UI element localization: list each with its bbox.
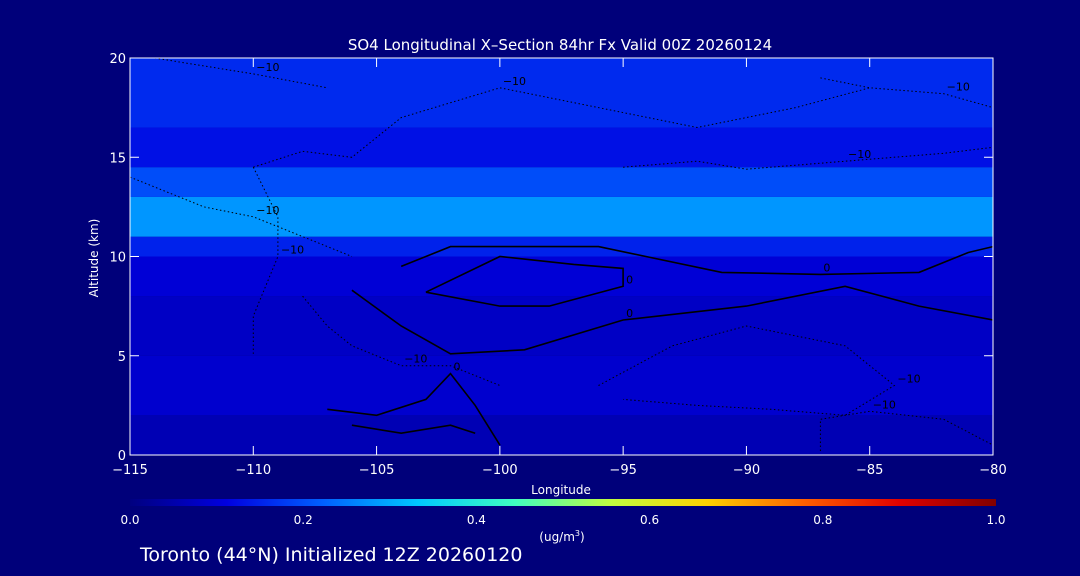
x-tick-label-2: −105 — [359, 463, 395, 478]
contour-dotted-6 — [253, 87, 870, 168]
contour-dotted-10 — [598, 325, 896, 416]
contour-label-2: 0 — [626, 307, 633, 320]
x-tick-label-4: −95 — [609, 463, 636, 478]
contour-dotted-11 — [819, 410, 993, 451]
colorbar-tick-label-3: 0.6 — [640, 513, 659, 527]
contour-dotted-13 — [820, 77, 993, 109]
contour-solid-3 — [327, 372, 501, 446]
colorbar-gradient — [130, 499, 996, 506]
chart-title: SO4 Longitudinal X–Section 84hr Fx Valid… — [348, 36, 772, 54]
contour-label-5: −10 — [256, 61, 279, 74]
colorbar-tick-label-5: 1.0 — [986, 513, 1005, 527]
contour-solid-4 — [351, 424, 476, 435]
contour-label-12: −10 — [848, 148, 871, 161]
colorbar-unit-sup: 3 — [575, 529, 580, 538]
x-axis-label: Longitude — [531, 483, 591, 497]
field-band-0 — [130, 415, 993, 455]
field-band-2 — [130, 296, 993, 356]
contour-label-1: 0 — [626, 273, 633, 286]
contour-dotted-5 — [154, 58, 328, 89]
contour-label-3: 0 — [454, 361, 461, 374]
colorbar-unit-main: (ug/m — [539, 530, 575, 544]
x-tick-label-6: −85 — [856, 463, 883, 478]
contour-solid-1 — [425, 255, 624, 307]
contour-solid-2 — [351, 285, 993, 355]
y-axis: 0 5 10 15 20 — [109, 52, 993, 464]
colorbar-tick-label-1: 0.2 — [294, 513, 313, 527]
x-tick-label-1: −110 — [235, 463, 271, 478]
contour-label-11: −10 — [873, 398, 896, 411]
colorbar-unit-label: (ug/m3) — [539, 529, 584, 544]
x-tick-label-7: −80 — [979, 463, 1006, 478]
contour-label-7: −10 — [256, 204, 279, 217]
contour-dotted-7 — [130, 176, 353, 257]
y-tick-label-1: 5 — [118, 350, 126, 365]
field-band-8 — [130, 58, 993, 128]
chart-subtitle: Toronto (44°N) Initialized 12Z 20260120 — [139, 544, 523, 566]
contour-label-6: −10 — [503, 75, 526, 88]
x-tick-label-5: −90 — [733, 463, 760, 478]
y-tick-label-4: 20 — [109, 52, 126, 67]
contour-label-9: −10 — [404, 353, 427, 366]
y-tick-label-2: 10 — [109, 251, 126, 266]
contour-label-13: −10 — [947, 81, 970, 94]
y-tick-label-3: 15 — [109, 151, 126, 166]
colorbar-tick-label-2: 0.4 — [467, 513, 486, 527]
y-axis-label: Altitude (km) — [87, 219, 101, 298]
contour-dotted-8 — [252, 166, 279, 354]
x-axis: −115 −110 −105 −100 −95 −90 −85 −80 — [112, 58, 1007, 478]
field-band-7 — [130, 127, 993, 168]
contour-label-10: −10 — [897, 373, 920, 386]
field-band-6 — [130, 167, 993, 197]
contour-label-0: 0 — [823, 261, 830, 274]
field-band-5 — [130, 196, 993, 237]
y-tick-label-0: 0 — [118, 449, 126, 464]
colorbar: 0.0 0.2 0.4 0.6 0.8 1.0 (ug/m3) — [120, 499, 1006, 544]
field-band-1 — [130, 355, 993, 416]
x-tick-label-3: −100 — [482, 463, 518, 478]
colorbar-tick-label-4: 0.8 — [813, 513, 832, 527]
contour-dotted-9 — [302, 295, 501, 386]
colorbar-unit-end: ) — [580, 530, 585, 544]
contour-label-8: −10 — [281, 244, 304, 257]
colorbar-tick-label-0: 0.0 — [120, 513, 139, 527]
contour-solid-0 — [400, 245, 993, 276]
x-tick-label-0: −115 — [112, 463, 148, 478]
